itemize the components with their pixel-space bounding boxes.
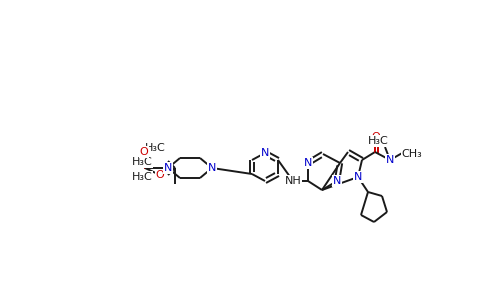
Text: N: N — [304, 158, 312, 168]
Text: H₃C: H₃C — [145, 143, 166, 153]
Text: N: N — [164, 163, 172, 173]
Text: O: O — [139, 147, 149, 157]
Text: H₃C: H₃C — [368, 136, 388, 146]
Text: O: O — [372, 132, 380, 142]
Text: H₃C: H₃C — [132, 172, 152, 182]
Text: N: N — [333, 176, 341, 186]
Text: N: N — [386, 155, 394, 165]
Text: N: N — [261, 148, 269, 158]
Text: CH₃: CH₃ — [402, 149, 423, 159]
Text: NH: NH — [285, 176, 302, 186]
Text: N: N — [354, 172, 362, 182]
Text: N: N — [208, 163, 216, 173]
Text: O: O — [156, 170, 165, 180]
Text: H₃C: H₃C — [132, 157, 152, 167]
